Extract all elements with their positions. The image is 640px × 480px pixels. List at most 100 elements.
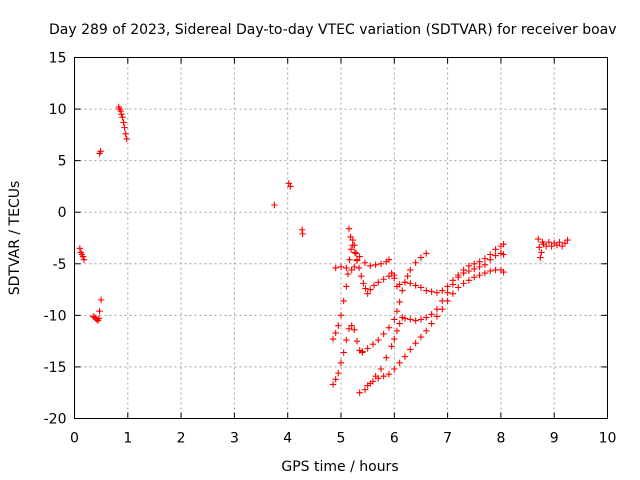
- data-point: [95, 315, 103, 322]
- y-tick-label: 5: [58, 154, 67, 170]
- series-early-arc-d: [115, 103, 130, 143]
- data-point: [377, 260, 385, 267]
- data-point: [460, 280, 467, 287]
- data-point: [391, 275, 398, 282]
- x-tick-label: 3: [230, 431, 239, 447]
- data-point: [344, 270, 352, 278]
- data-point: [465, 277, 473, 284]
- data-point: [375, 279, 382, 286]
- data-point: [556, 238, 563, 246]
- data-point: [407, 266, 414, 274]
- data-point: [97, 296, 105, 304]
- data-point: [364, 290, 371, 297]
- data-point: [76, 245, 84, 252]
- data-point: [535, 235, 542, 243]
- data-point: [343, 264, 350, 272]
- data-point: [375, 375, 382, 382]
- data-point: [123, 135, 130, 143]
- data-point: [412, 282, 419, 289]
- data-point: [367, 286, 374, 293]
- x-tick-label: 9: [550, 431, 559, 447]
- data-point: [391, 365, 398, 373]
- data-point: [492, 246, 499, 253]
- data-point: [377, 365, 385, 373]
- data-point: [492, 252, 499, 259]
- x-tick-label: 2: [177, 431, 186, 447]
- data-point: [340, 297, 347, 305]
- data-point: [449, 290, 457, 297]
- series-arc-low-b: [359, 250, 430, 356]
- data-point: [353, 256, 361, 263]
- data-point: [417, 254, 425, 261]
- data-point: [337, 312, 345, 319]
- data-point: [335, 322, 342, 329]
- series-arc-lowest: [356, 250, 507, 396]
- data-point: [465, 262, 473, 270]
- data-point: [337, 359, 345, 367]
- data-point: [351, 326, 358, 333]
- x-tick-label: 6: [390, 431, 399, 447]
- data-point: [343, 336, 350, 344]
- data-point: [423, 314, 430, 321]
- data-point: [417, 333, 425, 341]
- data-point: [417, 284, 425, 291]
- data-point: [355, 264, 363, 272]
- data-point: [407, 280, 414, 287]
- data-point: [396, 359, 403, 367]
- x-tick-label: 4: [283, 431, 292, 447]
- data-point: [337, 263, 345, 271]
- data-point: [417, 316, 425, 323]
- series-arc-upper-a: [332, 253, 393, 274]
- data-point: [407, 316, 414, 323]
- data-point: [385, 256, 393, 263]
- data-point: [332, 376, 339, 383]
- data-point: [476, 258, 483, 265]
- series-mid-isolated: [271, 180, 306, 238]
- x-tick-label: 7: [443, 431, 452, 447]
- data-point: [380, 276, 387, 283]
- data-point: [271, 201, 278, 209]
- data-point: [439, 287, 446, 294]
- data-point: [481, 255, 489, 262]
- data-point: [439, 305, 446, 313]
- data-point: [391, 316, 398, 323]
- y-tick-label: -20: [44, 412, 67, 428]
- data-point: [372, 261, 379, 269]
- data-points: [76, 103, 571, 396]
- data-point: [536, 244, 543, 251]
- data-point: [332, 329, 339, 337]
- data-point: [329, 335, 337, 343]
- plot-frame: [74, 57, 608, 419]
- y-tick-label: -10: [44, 308, 67, 324]
- data-point: [481, 269, 489, 277]
- data-point: [346, 256, 353, 263]
- data-point: [455, 271, 462, 279]
- data-point: [360, 280, 367, 287]
- data-point: [500, 251, 507, 258]
- data-point: [412, 259, 419, 266]
- data-point: [396, 320, 403, 327]
- data-point: [423, 327, 430, 335]
- data-point: [119, 114, 126, 121]
- x-tick-label: 0: [70, 431, 79, 447]
- data-point: [375, 336, 382, 344]
- data-point: [348, 322, 355, 329]
- data-point: [335, 369, 342, 377]
- x-tick-label: 8: [496, 431, 505, 447]
- data-point: [444, 283, 451, 290]
- x-tick-label: 1: [123, 431, 132, 447]
- data-point: [412, 340, 419, 347]
- data-point: [471, 273, 478, 281]
- data-point: [433, 313, 441, 320]
- x-tick-label: 10: [599, 431, 617, 447]
- series-late-arc: [535, 235, 571, 261]
- data-point: [351, 249, 359, 256]
- data-point: [423, 250, 430, 257]
- data-point: [118, 111, 125, 118]
- chart-title: Day 289 of 2023, Sidereal Day-to-day VTE…: [49, 22, 617, 38]
- data-point: [287, 183, 294, 190]
- data-point: [96, 308, 103, 315]
- data-point: [396, 298, 403, 306]
- data-point: [401, 279, 409, 286]
